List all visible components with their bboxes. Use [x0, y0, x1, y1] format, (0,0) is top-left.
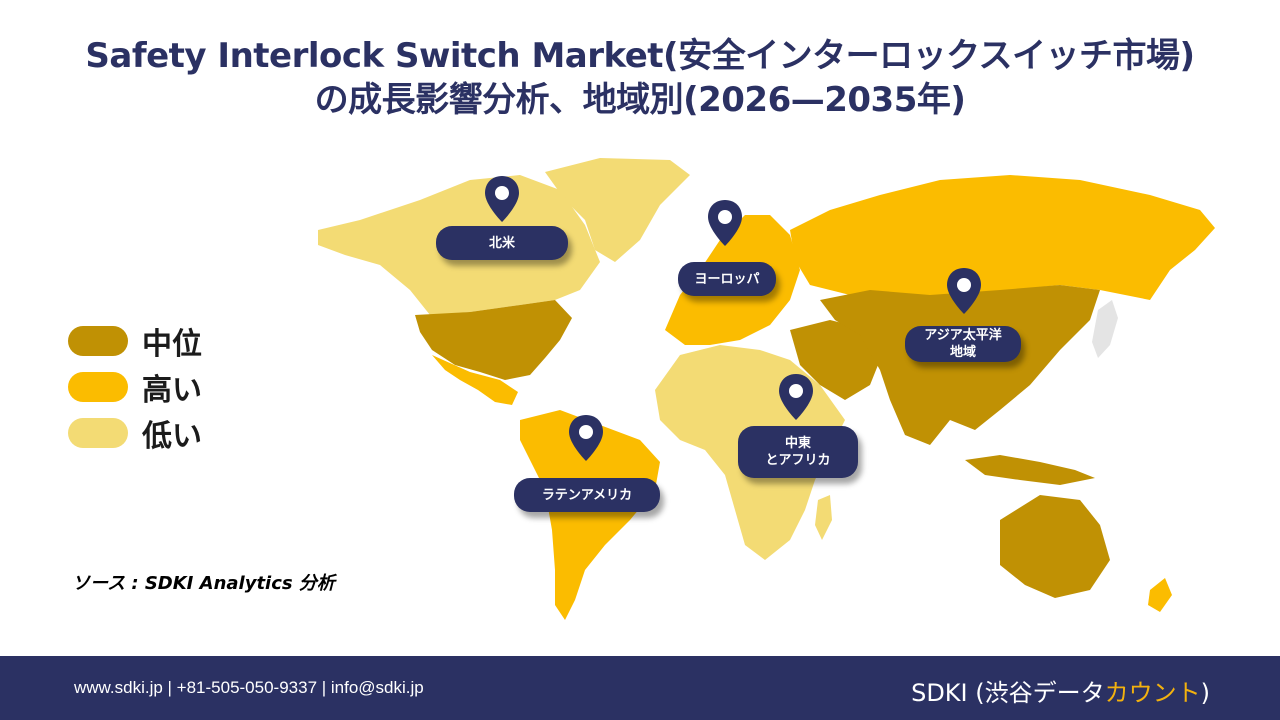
- map-pin-icon: [569, 415, 603, 461]
- brand-accent: カウント: [1104, 679, 1201, 707]
- source-note: ソース : SDKI Analytics 分析: [72, 573, 335, 594]
- mexico: [432, 355, 518, 405]
- title-line-2: の成長影響分析、地域別(2026—2035年): [314, 80, 966, 120]
- title-line-1: Safety Interlock Switch Market(安全インターロック…: [85, 36, 1195, 76]
- legend-item-low: 低い: [68, 410, 202, 456]
- legend-swatch-medium: [68, 326, 128, 356]
- legend: 中位 高い 低い: [68, 318, 202, 456]
- legend-swatch-high: [68, 372, 128, 402]
- greenland: [545, 158, 690, 262]
- legend-item-high: 高い: [68, 364, 202, 410]
- middle-east: [790, 320, 880, 400]
- legend-label: 中位: [142, 327, 202, 362]
- region-label-latin-america: ラテンアメリカ: [514, 478, 660, 512]
- map-pin-icon: [708, 200, 742, 246]
- page-title: Safety Interlock Switch Market(安全インターロック…: [0, 34, 1280, 122]
- region-label-europe: ヨーロッパ: [678, 262, 776, 296]
- footer-brand: SDKI (渋谷データカウント): [911, 673, 1210, 708]
- map-pin-icon: [779, 374, 813, 420]
- region-label-middle-east-africa: 中東 とアフリカ: [738, 426, 858, 478]
- region-label-north-america: 北米: [436, 226, 568, 260]
- world-map: [318, 158, 1215, 620]
- australia: [1000, 495, 1110, 598]
- legend-label: 低い: [142, 419, 202, 454]
- map-pin-icon: [485, 176, 519, 222]
- legend-swatch-low: [68, 418, 128, 448]
- region-label-asia-pacific: アジア太平洋 地域: [905, 326, 1021, 362]
- madagascar: [815, 495, 832, 540]
- usa: [415, 300, 572, 380]
- south-america: [520, 410, 660, 620]
- legend-item-medium: 中位: [68, 318, 202, 364]
- brand-close: ): [1200, 679, 1210, 707]
- brand-main: SDKI (渋谷データ: [911, 679, 1105, 707]
- japan: [1092, 300, 1118, 358]
- footer-contact: www.sdki.jp | +81-505-050-9337 | info@sd…: [74, 678, 424, 697]
- asia: [820, 285, 1100, 445]
- russia: [790, 175, 1215, 300]
- new-zealand: [1148, 578, 1172, 612]
- map-pin-icon: [947, 268, 981, 314]
- indonesia: [965, 455, 1095, 485]
- legend-label: 高い: [142, 373, 202, 408]
- footer: www.sdki.jp | +81-505-050-9337 | info@sd…: [0, 656, 1280, 720]
